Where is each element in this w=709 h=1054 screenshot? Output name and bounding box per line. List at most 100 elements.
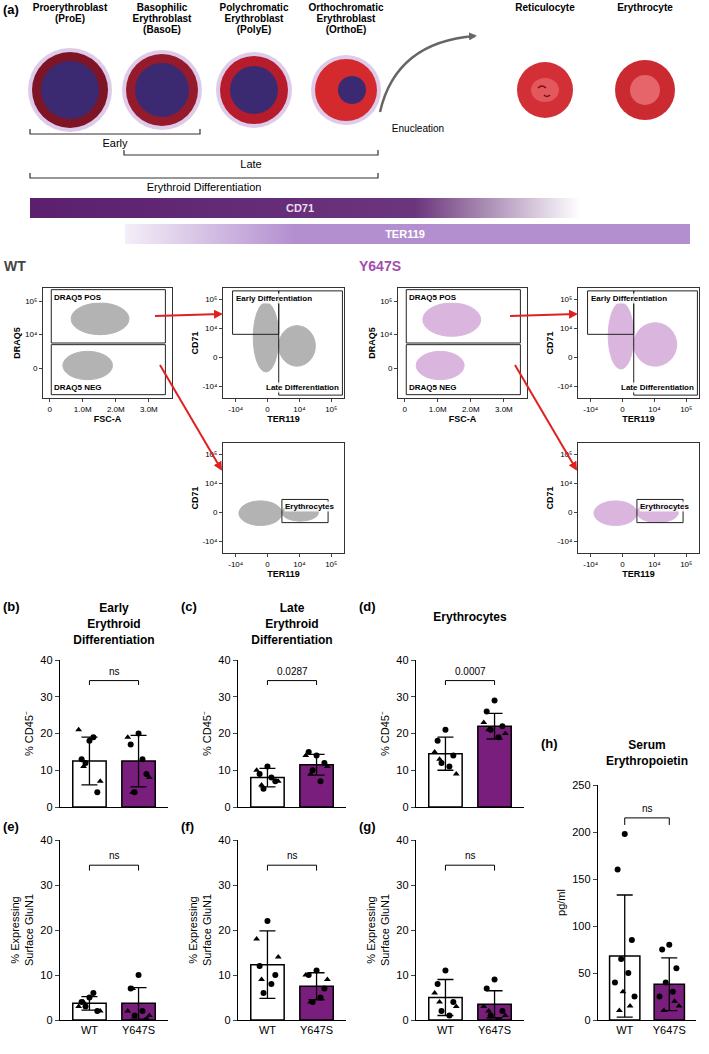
svg-text:Erythrocytes: Erythrocytes xyxy=(433,610,507,624)
svg-text:10⁵: 10⁵ xyxy=(205,450,217,459)
svg-text:ns: ns xyxy=(109,666,120,677)
svg-text:Late Differentiation: Late Differentiation xyxy=(621,383,694,392)
svg-text:0: 0 xyxy=(46,801,52,813)
svg-text:Erythroblast: Erythroblast xyxy=(133,13,193,24)
svg-text:0: 0 xyxy=(265,560,270,569)
svg-text:0: 0 xyxy=(620,405,625,414)
svg-text:Y647S: Y647S xyxy=(300,1024,333,1036)
svg-text:50: 50 xyxy=(578,967,590,979)
svg-text:40: 40 xyxy=(40,834,52,846)
svg-text:-10⁴: -10⁴ xyxy=(583,405,599,414)
svg-text:10⁴: 10⁴ xyxy=(25,330,38,339)
svg-text:10⁴: 10⁴ xyxy=(380,330,393,339)
svg-text:10: 10 xyxy=(218,764,230,776)
svg-text:Early: Early xyxy=(102,137,128,149)
svg-text:0: 0 xyxy=(213,508,218,517)
svg-text:Erythrocytes: Erythrocytes xyxy=(285,502,334,511)
svg-text:0: 0 xyxy=(46,1014,52,1026)
svg-text:0.0287: 0.0287 xyxy=(277,666,308,677)
svg-text:Y647S: Y647S xyxy=(122,1024,155,1036)
svg-text:10⁴: 10⁴ xyxy=(205,479,218,488)
svg-text:Late: Late xyxy=(240,158,261,170)
svg-text:ns: ns xyxy=(465,850,476,861)
svg-text:0: 0 xyxy=(47,405,52,414)
svg-text:0: 0 xyxy=(568,508,573,517)
svg-text:Erythroid Differentiation: Erythroid Differentiation xyxy=(147,181,262,193)
svg-text:pg/ml: pg/ml xyxy=(555,889,567,916)
svg-text:% ExpressingSurface GluN1: % ExpressingSurface GluN1 xyxy=(365,894,391,966)
svg-text:20: 20 xyxy=(40,924,52,936)
svg-text:TER119: TER119 xyxy=(385,228,425,240)
svg-text:DRAQ5: DRAQ5 xyxy=(12,327,22,359)
svg-text:20: 20 xyxy=(40,727,52,739)
svg-text:250: 250 xyxy=(572,779,590,791)
svg-text:-10⁴: -10⁴ xyxy=(583,560,599,569)
svg-text:(PolyE): (PolyE) xyxy=(237,24,271,35)
svg-text:10⁴: 10⁴ xyxy=(560,479,573,488)
svg-text:1.0M: 1.0M xyxy=(74,405,92,414)
svg-text:10⁵: 10⁵ xyxy=(205,295,217,304)
svg-text:WT: WT xyxy=(81,1024,98,1036)
svg-text:WT: WT xyxy=(616,1024,633,1036)
svg-text:10⁵: 10⁵ xyxy=(680,405,692,414)
svg-text:10⁴: 10⁴ xyxy=(293,405,306,414)
svg-text:Enucleation: Enucleation xyxy=(392,123,444,134)
svg-text:0: 0 xyxy=(224,1014,230,1026)
svg-text:0: 0 xyxy=(224,801,230,813)
svg-text:0: 0 xyxy=(265,405,270,414)
svg-text:Erythroblast: Erythroblast xyxy=(317,13,377,24)
svg-text:Late Differentiation: Late Differentiation xyxy=(266,383,339,392)
svg-text:10: 10 xyxy=(40,969,52,981)
svg-text:40: 40 xyxy=(218,834,230,846)
svg-text:CD71: CD71 xyxy=(190,331,200,354)
svg-text:FSC-A: FSC-A xyxy=(94,414,122,424)
svg-text:CD71: CD71 xyxy=(190,486,200,509)
svg-text:30: 30 xyxy=(396,691,408,703)
svg-text:Erythroblast: Erythroblast xyxy=(225,13,285,24)
svg-text:1.0M: 1.0M xyxy=(429,405,447,414)
svg-text:DRAQ5 NEG: DRAQ5 NEG xyxy=(409,383,457,392)
svg-text:30: 30 xyxy=(396,879,408,891)
svg-text:SerumErythropoietin: SerumErythropoietin xyxy=(606,738,688,768)
svg-text:30: 30 xyxy=(218,879,230,891)
svg-text:40: 40 xyxy=(40,654,52,666)
svg-text:Early Differentiation: Early Differentiation xyxy=(236,294,312,303)
svg-text:10⁵: 10⁵ xyxy=(380,297,392,306)
svg-text:TER119: TER119 xyxy=(267,414,300,424)
svg-text:DRAQ5 POS: DRAQ5 POS xyxy=(54,293,102,302)
svg-text:DRAQ5 POS: DRAQ5 POS xyxy=(409,293,457,302)
svg-text:20: 20 xyxy=(218,727,230,739)
svg-text:CD71: CD71 xyxy=(545,331,555,354)
svg-text:20: 20 xyxy=(396,924,408,936)
svg-text:10⁵: 10⁵ xyxy=(680,560,692,569)
svg-text:10: 10 xyxy=(218,969,230,981)
svg-text:ns: ns xyxy=(642,803,653,814)
svg-text:10: 10 xyxy=(396,969,408,981)
svg-text:0: 0 xyxy=(620,560,625,569)
svg-text:% CD45⁻: % CD45⁻ xyxy=(201,711,213,756)
svg-text:10⁵: 10⁵ xyxy=(25,297,37,306)
svg-text:10⁵: 10⁵ xyxy=(560,450,572,459)
svg-text:Basophilic: Basophilic xyxy=(137,2,188,13)
svg-text:Y647S: Y647S xyxy=(478,1024,511,1036)
svg-text:% CD45⁻: % CD45⁻ xyxy=(379,711,391,756)
svg-text:Erythrocytes: Erythrocytes xyxy=(640,502,689,511)
svg-text:20: 20 xyxy=(396,727,408,739)
svg-text:Reticulocyte: Reticulocyte xyxy=(515,2,575,13)
svg-text:10⁵: 10⁵ xyxy=(325,560,337,569)
svg-text:FSC-A: FSC-A xyxy=(449,414,477,424)
svg-text:Orthochromatic: Orthochromatic xyxy=(308,2,383,13)
svg-text:0: 0 xyxy=(388,364,393,373)
svg-text:3.0M: 3.0M xyxy=(140,405,158,414)
svg-text:10⁴: 10⁴ xyxy=(648,405,661,414)
svg-text:10⁴: 10⁴ xyxy=(648,560,661,569)
svg-text:-10⁴: -10⁴ xyxy=(202,537,218,546)
svg-text:30: 30 xyxy=(218,691,230,703)
svg-text:Polychromatic: Polychromatic xyxy=(220,2,289,13)
svg-text:3.0M: 3.0M xyxy=(495,405,513,414)
svg-text:Y647S: Y647S xyxy=(653,1024,686,1036)
svg-text:% CD45⁻: % CD45⁻ xyxy=(23,711,35,756)
svg-text:200: 200 xyxy=(572,826,590,838)
svg-text:(ProE): (ProE) xyxy=(55,13,85,24)
svg-text:TER119: TER119 xyxy=(622,569,655,579)
